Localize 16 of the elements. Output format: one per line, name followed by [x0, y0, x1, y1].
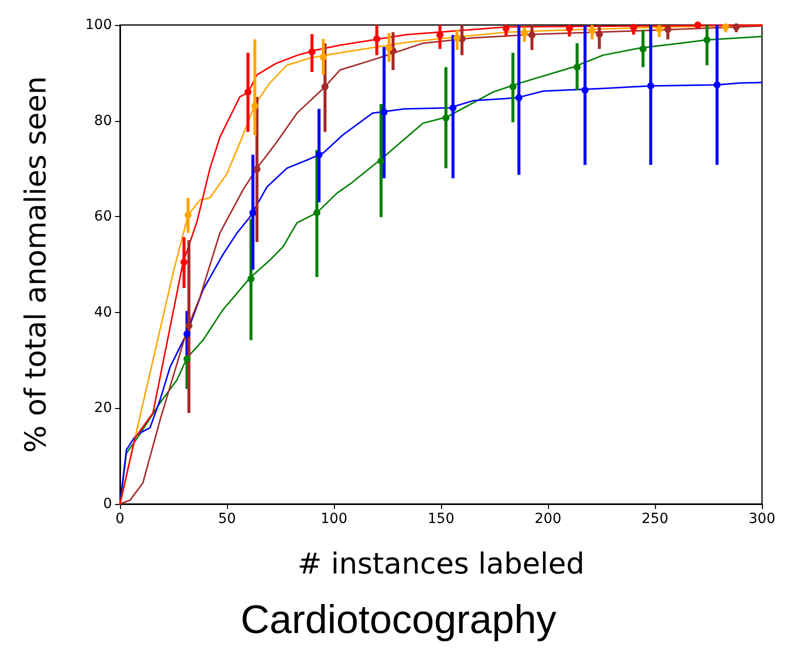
x-tick-label: 100 [320, 511, 348, 527]
x-tick-label: 200 [534, 511, 562, 527]
x-tick-label: 300 [748, 511, 776, 527]
x-axis-title: # instances labeled [297, 546, 585, 580]
y-axis-title: % of total anomalies seen [18, 76, 52, 453]
text: Cardiotocography [240, 598, 556, 642]
y-tick-label: 80 [94, 112, 112, 129]
y-tick-label: 60 [94, 208, 112, 225]
x-tick-label: 50 [218, 511, 236, 527]
x-tick-label: 0 [116, 511, 124, 527]
y-tick-label: 40 [94, 304, 112, 320]
x-tick-label: 250 [642, 511, 668, 527]
y-tick-label: 20 [94, 400, 112, 416]
y-tick-label: 100 [85, 17, 112, 33]
y-tick-label: 0 [103, 496, 112, 512]
x-tick-label: 150 [428, 511, 454, 527]
